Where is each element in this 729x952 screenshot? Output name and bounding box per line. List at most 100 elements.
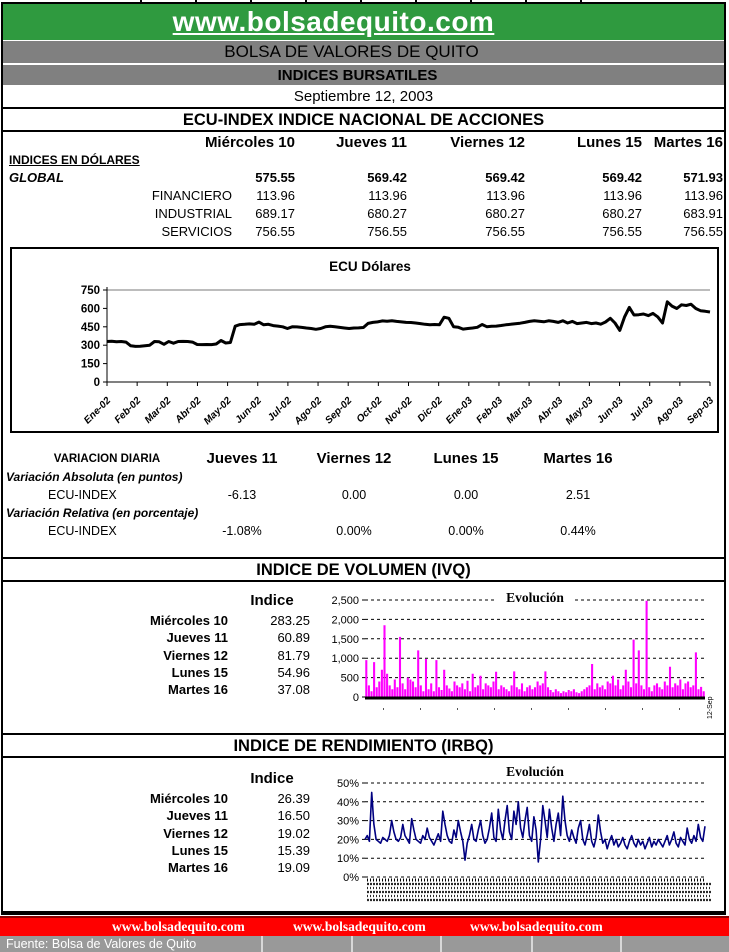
cell: 113.96 xyxy=(684,187,723,203)
svg-text:2,000: 2,000 xyxy=(331,614,359,626)
svg-text:Evolución: Evolución xyxy=(506,590,564,605)
cell: 756.55 xyxy=(255,223,295,239)
row-label-servicios: SERVICIOS xyxy=(161,223,232,239)
site-url-link[interactable]: www.bolsadequito.com xyxy=(172,5,495,37)
row-label: Martes 16 xyxy=(168,860,228,876)
variacion-absoluta-label: Variación Absoluta (en puntos) xyxy=(6,470,183,484)
svg-text:Feb-03: Feb-03 xyxy=(475,395,506,426)
variacion-absoluta-row: ECU-INDEX -6.13 0.00 0.00 2.51 xyxy=(2,488,635,502)
column-header-viernes: Viernes 12 xyxy=(450,134,525,151)
org-name: BOLSA DE VALORES DE QUITO xyxy=(224,42,479,61)
svg-text:40%: 40% xyxy=(337,797,359,809)
cell: 113.96 xyxy=(486,187,525,203)
cell: -1.08% xyxy=(222,524,262,538)
svg-text:Ago-02: Ago-02 xyxy=(292,395,325,428)
row-label-industrial: INDUSTRIAL xyxy=(154,205,232,221)
cell: 0.44% xyxy=(560,524,596,538)
svg-text:ECU Dólares: ECU Dólares xyxy=(329,259,411,274)
cell: 19.09 xyxy=(277,860,310,876)
row-label: Viernes 12 xyxy=(163,825,228,841)
svg-text:Jul-03: Jul-03 xyxy=(628,395,657,424)
svg-text:Ene-02: Ene-02 xyxy=(82,395,113,426)
var-col-martes: Martes 16 xyxy=(543,450,613,467)
svg-text:Jun-02: Jun-02 xyxy=(233,395,264,426)
svg-text:600: 600 xyxy=(81,303,100,315)
cell: 113.96 xyxy=(368,187,407,203)
cell: 683.91 xyxy=(683,205,723,221)
cell: -6.13 xyxy=(227,488,257,502)
ivq-evolution-chart: 0 500 1,000 1,500 2,000 2,500 Evolución 12-Sep xyxy=(331,590,714,719)
var-col-jueves: Jueves 11 xyxy=(206,450,278,467)
row-label: Miércoles 10 xyxy=(149,791,228,806)
column-header-miercoles: Miércoles 10 xyxy=(204,134,295,151)
cell-divider xyxy=(261,936,263,952)
svg-text:750: 750 xyxy=(81,285,100,297)
variacion-title: VARIACION DIARIA xyxy=(53,452,161,465)
svg-text:Ene-03: Ene-03 xyxy=(444,395,475,426)
svg-text:May-02: May-02 xyxy=(202,395,234,427)
svg-text:1,500: 1,500 xyxy=(331,634,359,646)
row-label-ecu-index: ECU-INDEX xyxy=(48,524,117,538)
cell: 680.27 xyxy=(367,205,407,221)
svg-text:300: 300 xyxy=(81,340,100,352)
cell: 569.42 xyxy=(485,169,525,185)
row-label-ecu-index: ECU-INDEX xyxy=(48,488,117,502)
svg-text:0%: 0% xyxy=(343,872,359,884)
svg-text:450: 450 xyxy=(81,322,100,334)
svg-text:20%: 20% xyxy=(337,834,359,846)
svg-text:0: 0 xyxy=(353,692,359,704)
cell: 680.27 xyxy=(602,205,642,221)
cell: 569.42 xyxy=(367,169,407,185)
variacion-relativa-row: ECU-INDEX -1.08% 0.00% 0.00% 0.44% xyxy=(2,524,635,538)
svg-text:Dic-02: Dic-02 xyxy=(416,395,445,424)
var-col-lunes: Lunes 15 xyxy=(433,450,499,467)
svg-text:150: 150 xyxy=(81,359,100,371)
footer-url-link[interactable]: www.bolsadequito.com xyxy=(470,919,603,934)
source-text: Fuente: Bolsa de Valores de Quito xyxy=(6,937,197,951)
cell: 756.55 xyxy=(602,223,642,239)
svg-text:1,000: 1,000 xyxy=(331,653,359,665)
svg-text:Jul-02: Jul-02 xyxy=(266,395,295,424)
ivq-col-header: Indice xyxy=(250,592,294,609)
svg-text:Sep-02: Sep-02 xyxy=(323,395,354,426)
row-label: Martes 16 xyxy=(168,682,228,698)
cell: 0.00% xyxy=(448,524,484,538)
org-name-bar: BOLSA DE VALORES DE QUITO xyxy=(2,41,725,63)
cell: 26.39 xyxy=(277,791,310,806)
spreadsheet-column-ticks xyxy=(140,0,610,2)
svg-text:50%: 50% xyxy=(337,778,359,790)
cell: 756.55 xyxy=(485,223,525,239)
footer-url-link[interactable]: www.bolsadequito.com xyxy=(112,919,245,934)
column-header-martes: Martes 16 xyxy=(653,134,723,151)
row-label-global: GLOBAL xyxy=(9,169,64,185)
source-bar: Fuente: Bolsa de Valores de Quito xyxy=(0,936,729,952)
cell: 81.79 xyxy=(277,647,310,663)
variacion-header-row: VARIACION DIARIA Jueves 11 Viernes 12 Lu… xyxy=(2,450,635,467)
report-date: Septiembre 12, 2003 xyxy=(293,88,434,105)
cell: 571.93 xyxy=(683,169,723,185)
cell-divider xyxy=(440,936,442,952)
cell: 16.50 xyxy=(277,808,310,824)
irbq-section-title: INDICE DE RENDIMIENTO (IRBQ) xyxy=(1,733,726,758)
cell: 113.96 xyxy=(603,187,642,203)
cell: 756.55 xyxy=(367,223,407,239)
cell: 37.08 xyxy=(277,682,310,698)
svg-text:0: 0 xyxy=(94,377,100,389)
site-banner: www.bolsadequito.com xyxy=(2,3,725,40)
indices-group-label: INDICES EN DÓLARES xyxy=(9,153,140,167)
cell: 15.39 xyxy=(277,842,310,858)
ecu-table-body: GLOBAL 575.55 569.42 569.42 569.42 571.9… xyxy=(2,168,723,240)
cell-divider xyxy=(620,936,622,952)
cell: 19.02 xyxy=(277,825,310,841)
svg-text:Sep-03: Sep-03 xyxy=(685,395,716,426)
cell: 680.27 xyxy=(485,205,525,221)
svg-text:May-03: May-03 xyxy=(564,395,596,427)
irbq-col-header: Indice xyxy=(250,770,294,787)
cell: 113.96 xyxy=(256,187,295,203)
footer-url-link[interactable]: www.bolsadequito.com xyxy=(293,919,426,934)
svg-text:Mar-03: Mar-03 xyxy=(505,395,536,426)
svg-text:500: 500 xyxy=(341,673,359,685)
cell: 689.17 xyxy=(255,205,295,221)
column-header-lunes: Lunes 15 xyxy=(576,134,642,151)
